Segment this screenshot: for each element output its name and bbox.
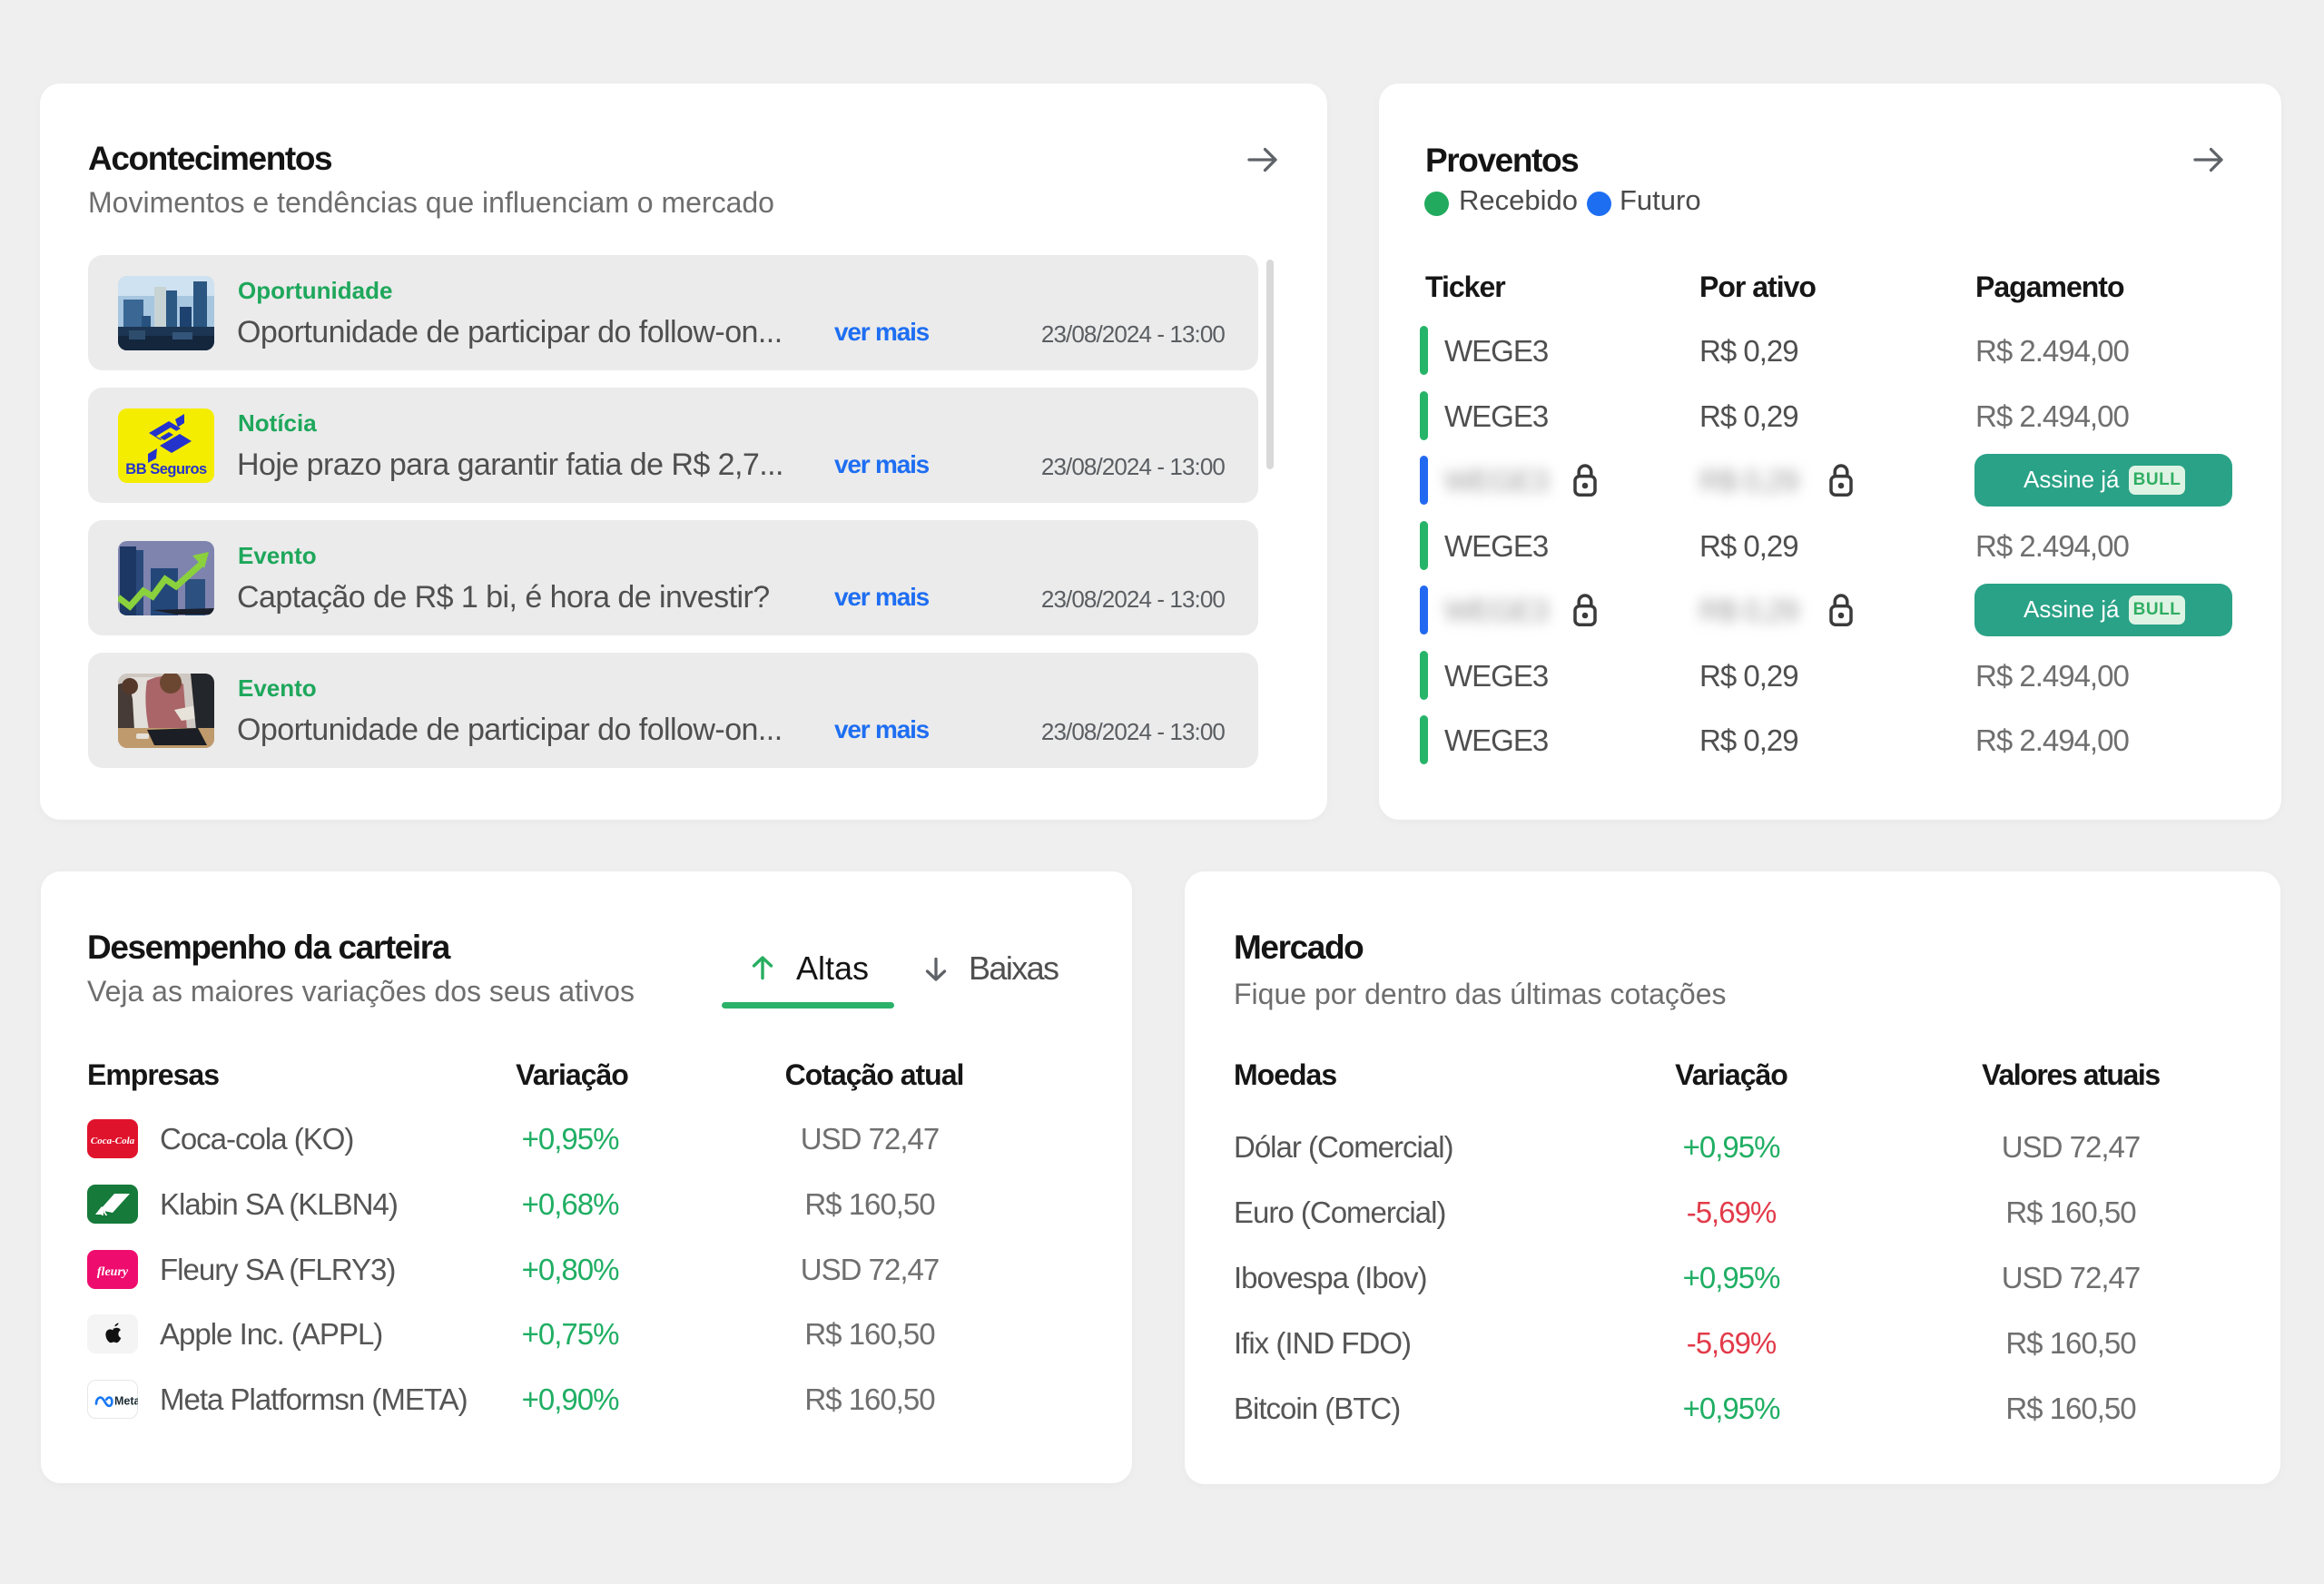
svg-text:Meta: Meta (114, 1394, 138, 1407)
svg-text:BB Seguros: BB Seguros (125, 461, 207, 477)
svg-text:Coca-Cola: Coca-Cola (91, 1136, 135, 1146)
svg-text:fleury: fleury (97, 1265, 129, 1279)
svg-text:k: k (101, 1205, 108, 1218)
